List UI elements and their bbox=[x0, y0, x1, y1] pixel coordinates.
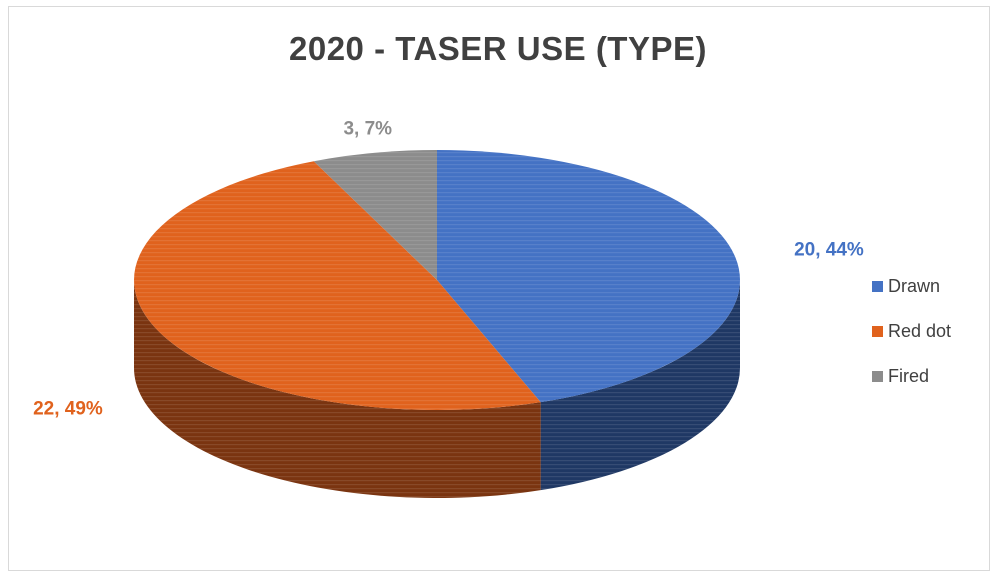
chart-legend: Drawn Red dot Fired bbox=[872, 274, 951, 409]
legend-swatch-fired bbox=[872, 370, 883, 382]
legend-item-drawn: Drawn bbox=[872, 274, 951, 298]
pie-side-texture-drawn bbox=[540, 280, 740, 491]
legend-swatch-drawn bbox=[872, 280, 883, 292]
data-label-drawn: 20, 44% bbox=[794, 239, 864, 260]
legend-label-red-dot: Red dot bbox=[888, 320, 952, 341]
legend-label-fired: Fired bbox=[888, 365, 930, 386]
pie-slice-texture-fired bbox=[313, 150, 437, 280]
pie-side-texture-red-dot bbox=[134, 280, 541, 498]
legend-item-fired: Fired bbox=[872, 364, 951, 388]
data-label-fired: 3, 7% bbox=[343, 118, 392, 139]
legend-label-drawn: Drawn bbox=[888, 275, 941, 296]
pie-slice-texture-drawn bbox=[437, 150, 740, 403]
data-label-red-dot: 22, 49% bbox=[33, 399, 103, 420]
pie-slice-texture-red-dot bbox=[133, 161, 541, 411]
legend-swatch-red-dot bbox=[872, 325, 883, 337]
chart-title: 2020 - TASER USE (TYPE) bbox=[289, 30, 707, 67]
legend-item-red-dot: Red dot bbox=[872, 319, 951, 343]
